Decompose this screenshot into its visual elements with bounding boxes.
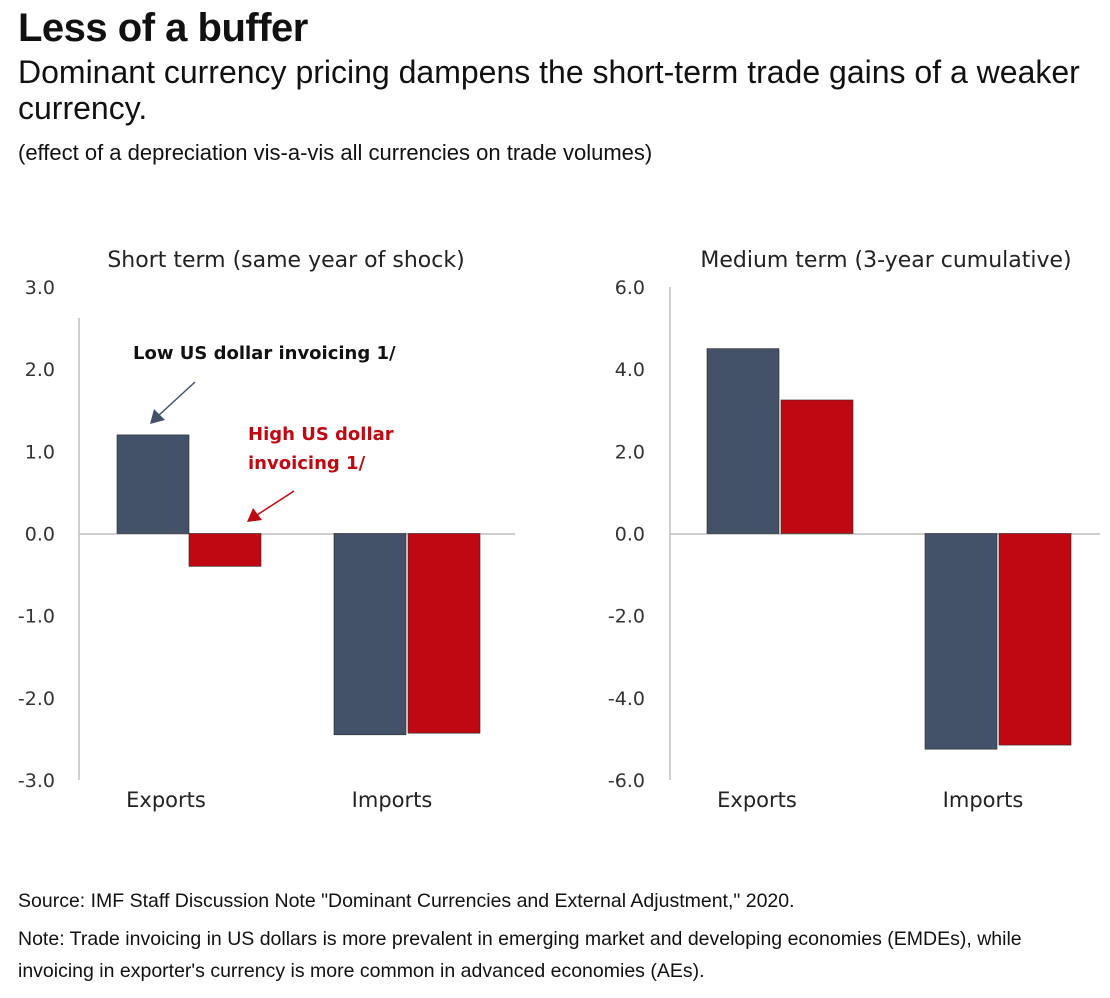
annotation-low-usd-arrowhead	[150, 409, 165, 424]
medium-term-y-tick-label: 0.0	[615, 524, 645, 546]
medium-term-x-label-imports: Imports	[943, 788, 1024, 812]
short-term-panel-title: Short term (same year of shock)	[107, 248, 464, 273]
annotation-high-usd-arrow	[256, 490, 295, 516]
annotation-low-usd: Low US dollar invoicing 1/	[133, 343, 396, 364]
short-term-y-tick-label: 1.0	[25, 441, 55, 463]
short-term-y-tick-label: -1.0	[18, 606, 55, 628]
medium-term-bar-imports-high-usd	[998, 533, 1072, 746]
footer-source: Source: IMF Staff Discussion Note "Domin…	[18, 890, 795, 912]
medium-term-y-tick-label: 4.0	[615, 359, 645, 381]
medium-term-y-tick-label: 2.0	[615, 441, 645, 463]
short-term-y-tick-label: 2.0	[25, 359, 55, 381]
short-term-x-label-exports: Exports	[126, 788, 206, 812]
short-term-y-axis: 3.0 2.0 1.0 0.0 -1.0 -2.0 -3.0	[18, 277, 55, 792]
medium-term-y-tick-label: 6.0	[615, 277, 645, 299]
medium-term-panel: Medium term (3-year cumulative) 6.0 4.0 2.…	[608, 248, 1100, 812]
medium-term-bar-exports-high-usd	[780, 399, 854, 534]
medium-term-y-tick-label: -2.0	[608, 606, 645, 628]
chart-area: Short term (same year of shock) 3.0 2.0 1.…	[18, 248, 1100, 812]
medium-term-y-tick-label: -6.0	[608, 770, 645, 792]
short-term-y-tick-label: -3.0	[18, 770, 55, 792]
chart-note: (effect of a depreciation vis-a-vis all …	[18, 140, 653, 165]
short-term-y-tick-label: -2.0	[18, 688, 55, 710]
short-term-bar-imports-low-usd	[333, 533, 407, 736]
short-term-y-tick-label: 0.0	[25, 524, 55, 546]
short-term-x-label-imports: Imports	[352, 788, 433, 812]
footer-note-line2: invoicing in exporter's currency is more…	[18, 960, 705, 982]
medium-term-y-axis: 6.0 4.0 2.0 0.0 -2.0 -4.0 -6.0	[608, 277, 645, 792]
short-term-y-tick-label: 3.0	[25, 277, 55, 299]
annotation-high-usd-arrowhead	[247, 508, 262, 522]
annotation-high-usd-line1: High US dollar	[248, 424, 394, 445]
annotation-low-usd-arrow	[157, 381, 196, 417]
short-term-bars	[116, 434, 481, 736]
short-term-bar-exports-high-usd	[188, 533, 262, 567]
page-subtitle: Dominant currency pricing dampens the sh…	[18, 54, 1080, 126]
short-term-bar-imports-high-usd	[407, 533, 481, 734]
medium-term-panel-title: Medium term (3-year cumulative)	[700, 248, 1071, 273]
medium-term-bar-imports-low-usd	[924, 533, 998, 750]
medium-term-x-label-exports: Exports	[717, 788, 797, 812]
footer-note-line1: Note: Trade invoicing in US dollars is m…	[18, 928, 1022, 950]
page-title: Less of a buffer	[18, 6, 308, 50]
short-term-panel: Short term (same year of shock) 3.0 2.0 1.…	[18, 248, 515, 812]
medium-term-bars	[706, 348, 1072, 750]
medium-term-bar-exports-low-usd	[706, 348, 780, 534]
annotation-high-usd-line2: invoicing 1/	[248, 453, 366, 474]
medium-term-y-tick-label: -4.0	[608, 688, 645, 710]
short-term-bar-exports-low-usd	[116, 434, 190, 534]
